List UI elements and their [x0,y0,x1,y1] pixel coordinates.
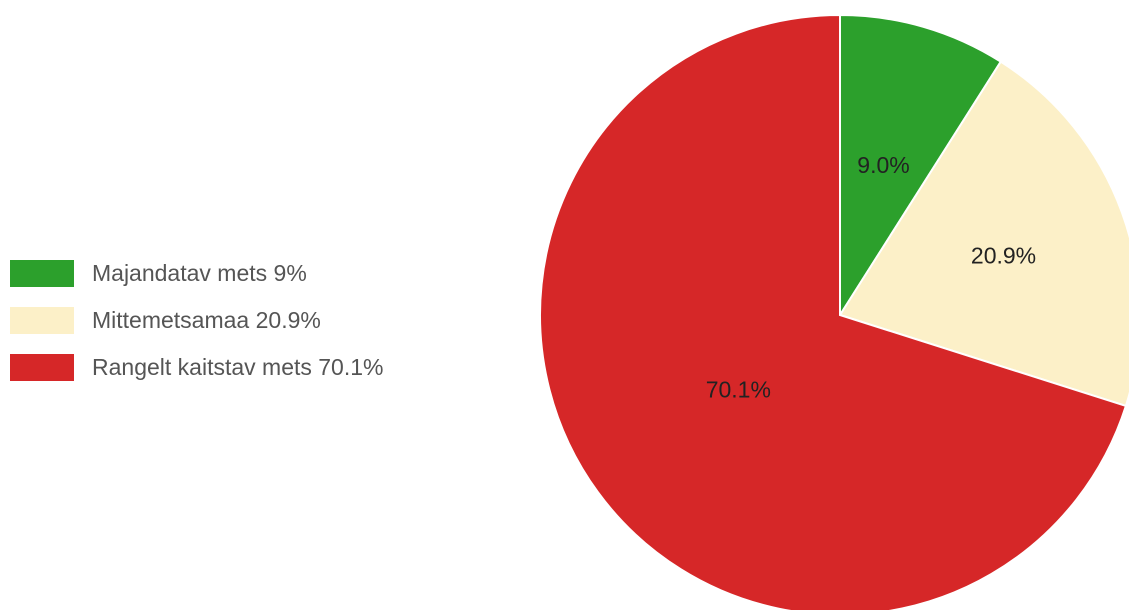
slice-value-label: 70.1% [706,376,771,402]
legend-item-majandatav-mets[interactable]: Majandatav mets 9% [10,250,383,297]
legend-swatch [10,354,74,381]
legend: Majandatav mets 9% Mittemetsamaa 20.9% R… [10,250,383,391]
legend-swatch [10,260,74,287]
pie-slice-rangelt-kaitstav-mets[interactable] [539,13,1128,610]
legend-item-mittemetsamaa[interactable]: Mittemetsamaa 20.9% [10,297,383,344]
legend-label: Mittemetsamaa 20.9% [92,307,321,333]
legend-label: Rangelt kaitstav mets 70.1% [92,354,384,380]
pie-slice-majandatav-mets[interactable] [839,13,1003,319]
slice-value-label: 20.9% [971,243,1036,269]
legend-item-rangelt-kaitstav-mets[interactable]: Rangelt kaitstav mets 70.1% [10,344,383,391]
slice-value-label: 9.0% [857,152,909,178]
pie-slice-mittemetsamaa[interactable] [838,60,1129,408]
legend-label: Majandatav mets 9% [92,260,307,286]
legend-swatch [10,307,74,334]
